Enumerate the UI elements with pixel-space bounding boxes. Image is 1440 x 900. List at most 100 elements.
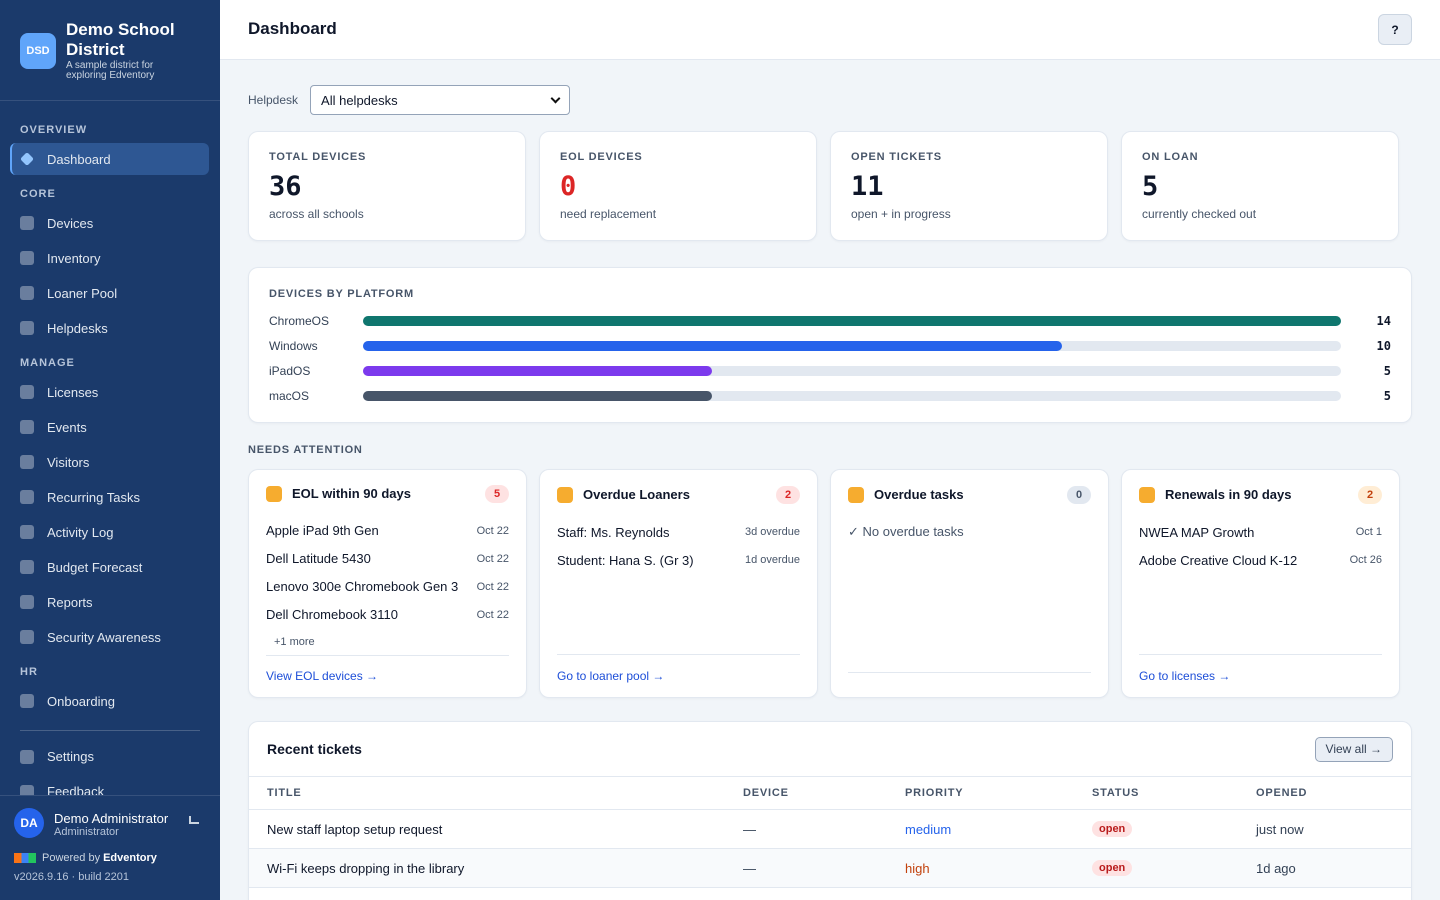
card-link[interactable]: Go to loaner pool → (557, 669, 665, 683)
item-meta: Oct 22 (476, 608, 509, 621)
list-item[interactable]: Dell Chromebook 3110 Oct 22 (266, 601, 509, 629)
card-list: Apple iPad 9th Gen Oct 22 Dell Latitude 54… (266, 517, 509, 655)
nav-label: Budget Forecast (47, 559, 143, 575)
nav-icon (20, 560, 34, 574)
nav-item[interactable]: Dashboard (0, 142, 220, 177)
stat-card: ON LOAN 5 currently checked out (1121, 131, 1399, 241)
item-name: Staff: Ms. Reynolds (557, 524, 670, 540)
value-label: 10 (1376, 338, 1391, 353)
nav-heading: CORE (20, 188, 56, 200)
nav-label: Licenses (47, 384, 99, 400)
nav-label: Visitors (47, 454, 90, 470)
value-label: 5 (1383, 363, 1391, 378)
card-header: Overdue Loaners 2 (557, 470, 800, 518)
table-cell: open (1092, 849, 1133, 887)
nav-item[interactable]: Activity Log (0, 515, 220, 550)
user-name: Demo Administrator (54, 811, 169, 826)
stat-note: across all schools (269, 207, 364, 221)
help-button[interactable]: ? (1378, 14, 1412, 45)
org-name: Demo School District (66, 20, 175, 59)
list-item[interactable]: Apple iPad 9th Gen Oct 22 (266, 517, 509, 545)
empty-state: ✓ No overdue tasks (848, 524, 964, 539)
powered-text: Powered by (42, 852, 101, 864)
stat-label: ON LOAN (1142, 151, 1199, 163)
stat-value: 11 (851, 171, 884, 202)
nav-item[interactable]: Devices (0, 206, 220, 241)
column-header: DEVICE (743, 787, 789, 799)
nav-item[interactable]: Settings (0, 739, 220, 774)
chart-title: DEVICES BY PLATFORM (269, 288, 414, 300)
nav-item[interactable]: Events (0, 410, 220, 445)
item-meta: 3d overdue (744, 526, 800, 538)
separator (0, 100, 220, 101)
card-header: Renewals in 90 days 2 (1139, 470, 1382, 518)
item-name: Lenovo 300e Chromebook Gen 3 (266, 579, 459, 595)
nav-item[interactable]: Inventory (0, 241, 220, 276)
chart-row: iPadOS 5 (269, 358, 1391, 383)
view-all-button[interactable]: View all → (1314, 736, 1393, 762)
card-footer (848, 672, 1091, 697)
card-list: NWEA MAP Growth Oct 1 Adobe Creative Cloud… (1139, 518, 1382, 654)
nav-item[interactable]: Budget Forecast (0, 550, 220, 585)
nav-item[interactable]: Security Awareness (0, 620, 220, 655)
list-item[interactable]: Dell Latitude 5430 Oct 22 (266, 545, 509, 573)
count-badge: 5 (485, 484, 509, 503)
nav-item[interactable]: Onboarding (0, 684, 220, 719)
card-link[interactable]: Go to licenses → (1139, 669, 1231, 683)
more-link[interactable]: +1 more (274, 635, 315, 648)
nav-item[interactable]: Recurring Tasks (0, 480, 220, 515)
nav-item[interactable]: Feedback (0, 774, 220, 795)
cell-text: New staff laptop setup request (267, 821, 443, 837)
table-cell: open (1092, 810, 1133, 848)
item-name: Dell Latitude 5430 (266, 551, 371, 567)
count-badge: 2 (776, 485, 800, 504)
card-list: ✓ No overdue tasks (848, 518, 1091, 672)
tickets-header: Recent tickets View all → (249, 722, 1411, 777)
card-link[interactable]: View EOL devices → (266, 669, 379, 684)
column-header: PRIORITY (905, 787, 964, 799)
count-badge: 0 (1067, 485, 1091, 504)
cell-text: 1d ago (1256, 860, 1296, 876)
cell-text: — (743, 821, 756, 837)
nav-label: Feedback (47, 784, 105, 795)
nav-item[interactable]: Licenses (0, 375, 220, 410)
chart-row: Windows 10 (269, 333, 1391, 358)
nav-item[interactable]: Reports (0, 585, 220, 620)
filter: Helpdesk All helpdesks (248, 85, 571, 115)
stat-value: 36 (269, 171, 302, 202)
nav-label: Security Awareness (47, 629, 161, 645)
bar (363, 340, 1062, 351)
list-item[interactable]: Staff: Ms. Reynolds 3d overdue (557, 518, 800, 546)
helpdesk-select[interactable]: All helpdesks (310, 85, 571, 115)
item-meta: Oct 22 (476, 524, 509, 537)
nav-icon (20, 385, 34, 399)
nav-icon (20, 694, 34, 708)
nav-item[interactable]: Helpdesks (0, 311, 220, 346)
card-title: Renewals in 90 days (1165, 487, 1292, 502)
nav-label: Helpdesks (47, 320, 108, 336)
nav-label: Onboarding (47, 693, 115, 709)
item-meta: Oct 1 (1355, 526, 1382, 538)
nav-icon (20, 784, 34, 795)
filter-label: Helpdesk (248, 93, 299, 107)
item-meta: Oct 26 (1349, 554, 1382, 566)
avatar: DA (14, 808, 44, 838)
nav-label: Reports (47, 594, 93, 610)
card-icon (848, 486, 864, 503)
list-item[interactable]: Lenovo 300e Chromebook Gen 3 Oct 22 (266, 573, 509, 601)
nav-label: Activity Log (47, 524, 114, 540)
table-row[interactable]: New staff laptop setup request — medium ope… (249, 810, 1411, 849)
count-badge: 2 (1358, 485, 1382, 504)
list-item[interactable]: Student: Hana S. (Gr 3) 1d overdue (557, 546, 800, 574)
nav-item[interactable]: Loaner Pool (0, 276, 220, 311)
logo[interactable]: DSD (20, 33, 56, 69)
org-tagline: A sample district for exploring Edventor… (66, 60, 155, 81)
list-item[interactable]: Adobe Creative Cloud K-12 Oct 26 (1139, 546, 1382, 574)
table-row[interactable]: Wi-Fi keeps dropping in the library — high… (249, 849, 1411, 888)
nav-item[interactable]: Visitors (0, 445, 220, 480)
nav-label: Inventory (47, 250, 101, 266)
card-title: Overdue tasks (874, 487, 964, 502)
logout-button[interactable] (189, 816, 199, 824)
list-item[interactable]: NWEA MAP Growth Oct 1 (1139, 518, 1382, 546)
